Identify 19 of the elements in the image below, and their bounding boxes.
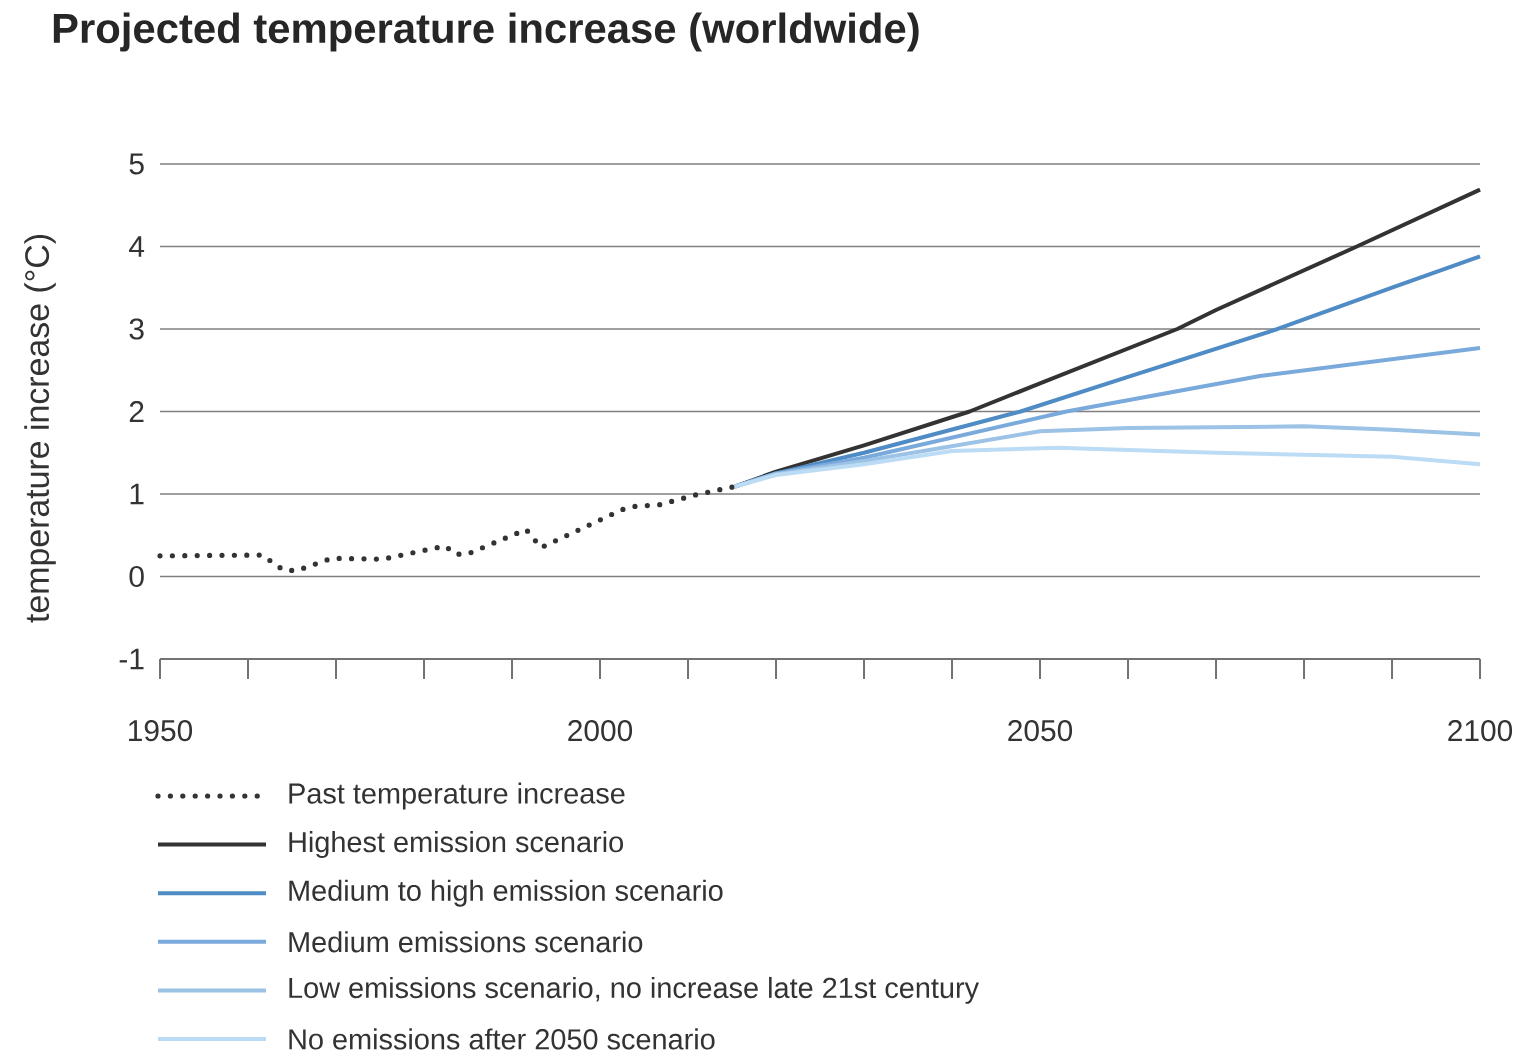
legend-label: Medium to high emission scenario <box>289 879 723 907</box>
legend-label: Highest emission scenario <box>289 831 623 859</box>
y-tick-label: 0 <box>129 565 144 588</box>
y-tick-label: 3 <box>129 318 144 340</box>
legend-label: Low emissions scenario, no increase late 21st century <box>289 976 980 1004</box>
y-tick-label: -1 <box>119 648 144 670</box>
legend-label: Past temperature increase <box>289 782 625 810</box>
x-tick-label: 1950 <box>129 720 193 742</box>
legend-label: No emissions after 2050 scenario <box>289 1028 715 1050</box>
y-tick-label: 5 <box>129 153 144 175</box>
chart-title: Projected temperature increase (worldwide) <box>53 12 919 52</box>
x-tick-label: 2100 <box>1448 720 1513 742</box>
y-tick-label: 1 <box>130 483 144 505</box>
y-tick-label: 2 <box>129 401 144 422</box>
x-tick-label: 2000 <box>568 720 633 742</box>
legend-label: Medium emissions scenario <box>289 931 643 953</box>
y-axis-title: temperature increase (°C) <box>24 235 56 623</box>
y-tick-label: 4 <box>129 236 145 257</box>
x-tick-label: 2050 <box>1008 720 1073 742</box>
